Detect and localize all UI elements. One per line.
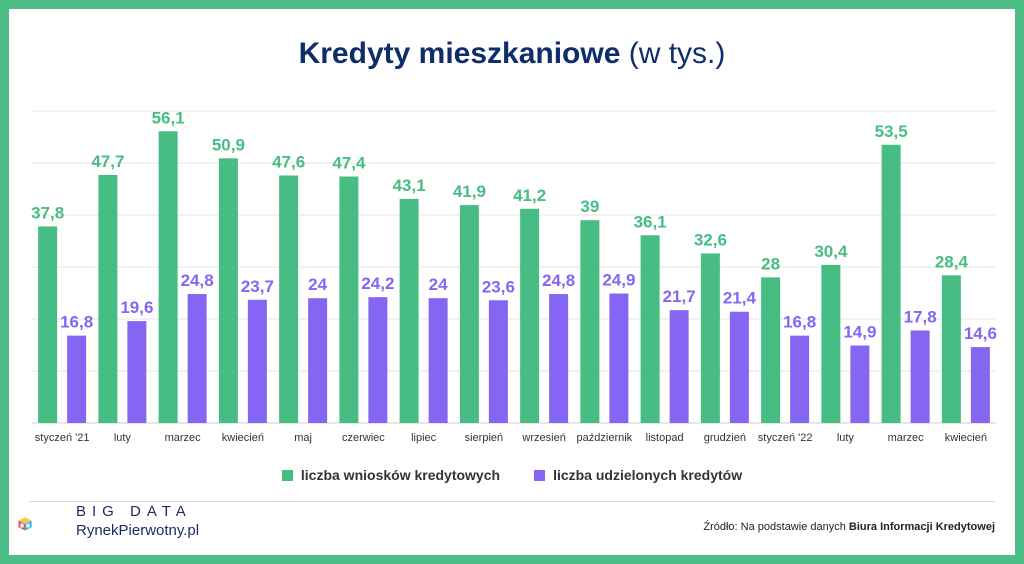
bar-granted [308,298,328,423]
source-prefix: Źródło: Na podstawie danych [703,521,846,533]
data-label-applications: 41,2 [513,186,546,205]
x-tick-label: sierpień [465,432,504,444]
bar-applications [158,131,178,423]
data-label-applications: 28,4 [935,252,969,271]
data-label-applications: 41,9 [453,182,486,201]
bar-granted [187,294,207,423]
legend-item-granted: liczba udzielonych kredytów [534,467,742,483]
data-label-granted: 23,7 [241,277,274,296]
bar-chart: 37,8 16,8 styczeń '21 47,7 19,6 luty 56,1 24,8 m… [31,108,997,444]
legend-swatch-green [281,469,293,481]
data-label-granted: 16,8 [60,313,93,332]
data-label-applications: 43,1 [393,176,426,195]
bar-granted [549,294,569,423]
data-label-granted: 24 [429,275,448,294]
legend-label-granted: liczba udzielonych kredytów [553,467,743,483]
data-label-applications: 30,4 [814,242,848,261]
source-bold: Biura Informacji Kredytowej [848,521,995,533]
bar-granted [368,297,388,423]
data-label-granted: 14,9 [843,323,876,342]
x-tick-label: kwiecień [945,432,987,444]
data-label-applications: 32,6 [694,230,727,249]
data-label-applications: 53,5 [875,122,908,141]
x-tick-label: czerwiec [342,432,385,444]
x-tick-label: luty [114,432,132,444]
data-label-granted: 23,6 [482,277,515,296]
data-label-granted: 14,6 [964,324,997,343]
bar-granted [247,299,267,423]
bar-granted [729,311,749,423]
bar-granted [428,298,448,423]
title-unit: (w tys.) [628,37,726,70]
bar-granted [910,330,930,423]
x-tick-label: marzec [165,432,202,444]
data-label-granted: 19,6 [120,298,153,317]
chart-card: Kredyty mieszkaniowe (w tys.) 37,8 16,8 st… [9,9,1015,555]
bar-applications [279,175,299,423]
x-tick-label: marzec [888,432,925,444]
bar-granted [970,347,990,423]
data-label-granted: 17,8 [904,307,937,326]
data-label-applications: 47,7 [91,152,124,171]
data-label-granted: 21,7 [663,287,696,306]
data-label-granted: 24,8 [542,271,575,290]
x-tick-label: grudzień [704,432,746,444]
bar-applications [761,277,781,423]
bar-applications [98,174,118,423]
bar-applications [399,198,419,423]
data-label-granted: 21,4 [723,289,757,308]
bar-applications [580,220,600,423]
bar-applications [700,253,720,423]
legend: liczba wniosków kredytowych liczba udzie… [9,467,1015,483]
x-tick-label: styczeń '22 [758,432,813,444]
bar-granted [790,335,810,423]
bar-granted [488,300,508,423]
bar-applications [459,205,479,423]
data-label-granted: 24,9 [602,271,635,290]
bar-applications [881,144,901,424]
data-label-applications: 47,6 [272,152,305,171]
bar-applications [941,275,961,423]
data-label-granted: 16,8 [783,313,816,332]
data-label-granted: 24,2 [361,274,394,293]
x-tick-label: listopad [646,432,684,444]
data-label-applications: 28 [761,254,780,273]
brand-line2: RynekPierwotny.pl [76,522,200,539]
legend-swatch-purple [534,469,546,481]
x-tick-label: październik [577,432,633,444]
bar-applications [38,226,58,423]
data-label-applications: 36,1 [634,212,667,231]
bar-applications [339,176,359,423]
data-label-granted: 24,8 [181,271,214,290]
x-tick-label: kwiecień [222,432,264,444]
data-label-applications: 47,4 [332,154,366,173]
data-label-applications: 56,1 [152,108,185,127]
data-label-applications: 39 [580,197,599,216]
bar-granted [67,335,87,423]
data-label-applications: 50,9 [212,135,245,154]
chart-title: Kredyty mieszkaniowe (w tys.) [9,37,1015,71]
x-tick-label: luty [837,432,855,444]
brand-line1: BIG DATA [76,503,192,520]
bar-granted [669,310,689,423]
title-main: Kredyty mieszkaniowe [298,37,621,70]
brand-logo-icon [18,517,32,531]
bar-applications [218,158,238,423]
bar-applications [520,208,540,423]
data-label-granted: 24 [308,275,327,294]
x-tick-label: maj [294,432,312,444]
source-note: Źródło: Na podstawie danych Biura Inform… [703,521,995,533]
data-label-applications: 37,8 [31,203,64,222]
bar-applications [640,235,660,423]
bar-granted [850,345,870,423]
bar-granted [609,293,629,423]
legend-item-applications: liczba wniosków kredytowych [281,467,501,483]
x-tick-label: styczeń '21 [35,432,90,444]
legend-label-applications: liczba wniosków kredytowych [300,467,501,483]
x-tick-label: lipiec [411,432,437,444]
footer-divider [29,501,995,502]
bar-granted [127,321,147,423]
bar-applications [821,264,841,423]
x-tick-label: wrzesień [521,432,565,444]
